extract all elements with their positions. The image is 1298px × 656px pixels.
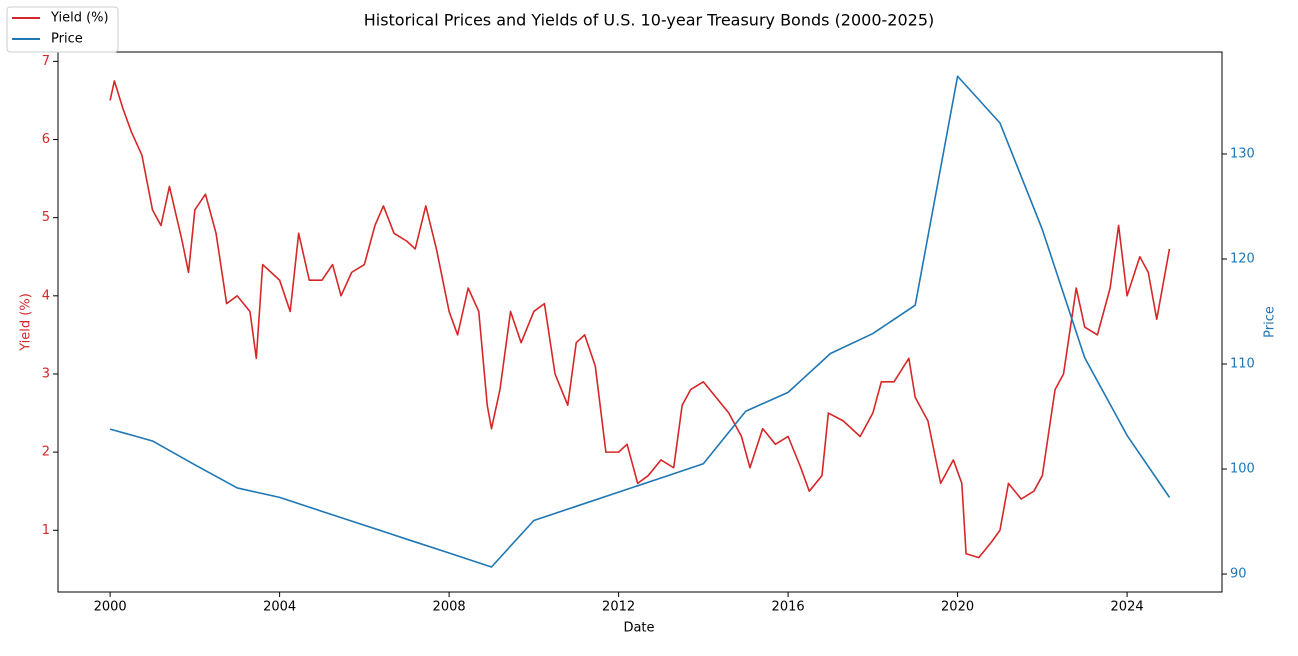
y-tick-label: 5 xyxy=(42,210,50,225)
legend-label: Yield (%) xyxy=(50,11,109,26)
y2-tick-label: 120 xyxy=(1230,251,1255,266)
y2-axis-label: Price xyxy=(1263,306,1278,338)
y-tick-label: 1 xyxy=(42,523,50,538)
line-series xyxy=(109,80,1171,559)
x-tick-label: 2000 xyxy=(94,600,127,615)
legend: Yield (%) Price xyxy=(6,6,119,53)
y-tick-label: 6 xyxy=(42,132,50,147)
y-tick-label: 7 xyxy=(42,54,50,69)
plot-frame xyxy=(57,51,1223,593)
x-tick-label: 2016 xyxy=(772,600,805,615)
legend-label: Price xyxy=(51,32,83,47)
y2-tick-label: 100 xyxy=(1230,462,1255,477)
y-tick-label: 2 xyxy=(42,445,50,460)
y2-tick-label: 90 xyxy=(1230,567,1247,582)
y2-tick-label: 110 xyxy=(1230,357,1255,372)
y2-tick-label: 130 xyxy=(1230,146,1255,161)
x-tick-label: 2024 xyxy=(1111,600,1144,615)
y-tick-label: 3 xyxy=(42,366,50,381)
chart-title: Historical Prices and Yields of U.S. 10-… xyxy=(364,11,935,30)
x-tick-label: 2020 xyxy=(941,600,974,615)
x-tick-label: 2004 xyxy=(263,600,296,615)
y-axis-label: Yield (%) xyxy=(19,293,34,352)
line-series xyxy=(109,75,1171,568)
x-axis-label: Date xyxy=(623,621,654,636)
y-tick-label: 4 xyxy=(42,288,50,303)
x-tick-label: 2008 xyxy=(433,600,466,615)
x-tick-label: 2012 xyxy=(602,600,635,615)
